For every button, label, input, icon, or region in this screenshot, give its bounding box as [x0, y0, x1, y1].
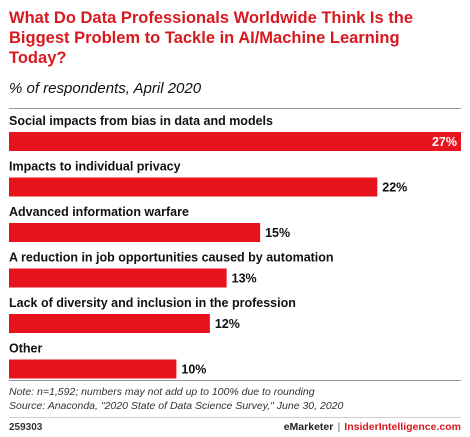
category-label: Other — [9, 342, 42, 356]
bar-chart: Social impacts from bias in data and mod… — [9, 114, 461, 379]
bar — [9, 132, 461, 151]
category-label: Advanced information warfare — [9, 205, 189, 219]
value-label: 13% — [232, 272, 257, 286]
bottom-divider — [9, 380, 461, 381]
category-label: Social impacts from bias in data and mod… — [9, 114, 273, 128]
top-divider — [9, 108, 461, 109]
brand-separator: | — [337, 421, 341, 433]
value-label: 27% — [432, 135, 457, 149]
bar — [9, 177, 378, 197]
bar — [9, 314, 210, 333]
category-label: Impacts to individual privacy — [9, 160, 181, 174]
bar — [9, 359, 177, 379]
chart-note: Note: n=1,592; numbers may not add up to… — [9, 386, 315, 398]
value-label: 15% — [265, 226, 290, 240]
category-label: A reduction in job opportunities caused … — [9, 251, 334, 265]
chart-id: 259303 — [9, 422, 43, 433]
value-label: 22% — [382, 181, 407, 195]
footer-brand: eMarketer | InsiderIntelligence.com — [284, 421, 461, 433]
bar — [9, 223, 261, 242]
category-label: Lack of diversity and inclusion in the p… — [9, 296, 296, 310]
value-label: 12% — [215, 317, 240, 331]
chart-subtitle: % of respondents, April 2020 — [9, 80, 202, 97]
brand-insider-intelligence: InsiderIntelligence.com — [344, 421, 461, 433]
value-label: 10% — [181, 363, 206, 377]
chart-title: What Do Data Professionals Worldwide Thi… — [9, 9, 414, 67]
chart-source: Source: Anaconda, "2020 State of Data Sc… — [9, 400, 344, 412]
brand-emarketer: eMarketer — [283, 421, 334, 433]
bar — [9, 268, 227, 288]
footer-divider — [9, 417, 461, 418]
